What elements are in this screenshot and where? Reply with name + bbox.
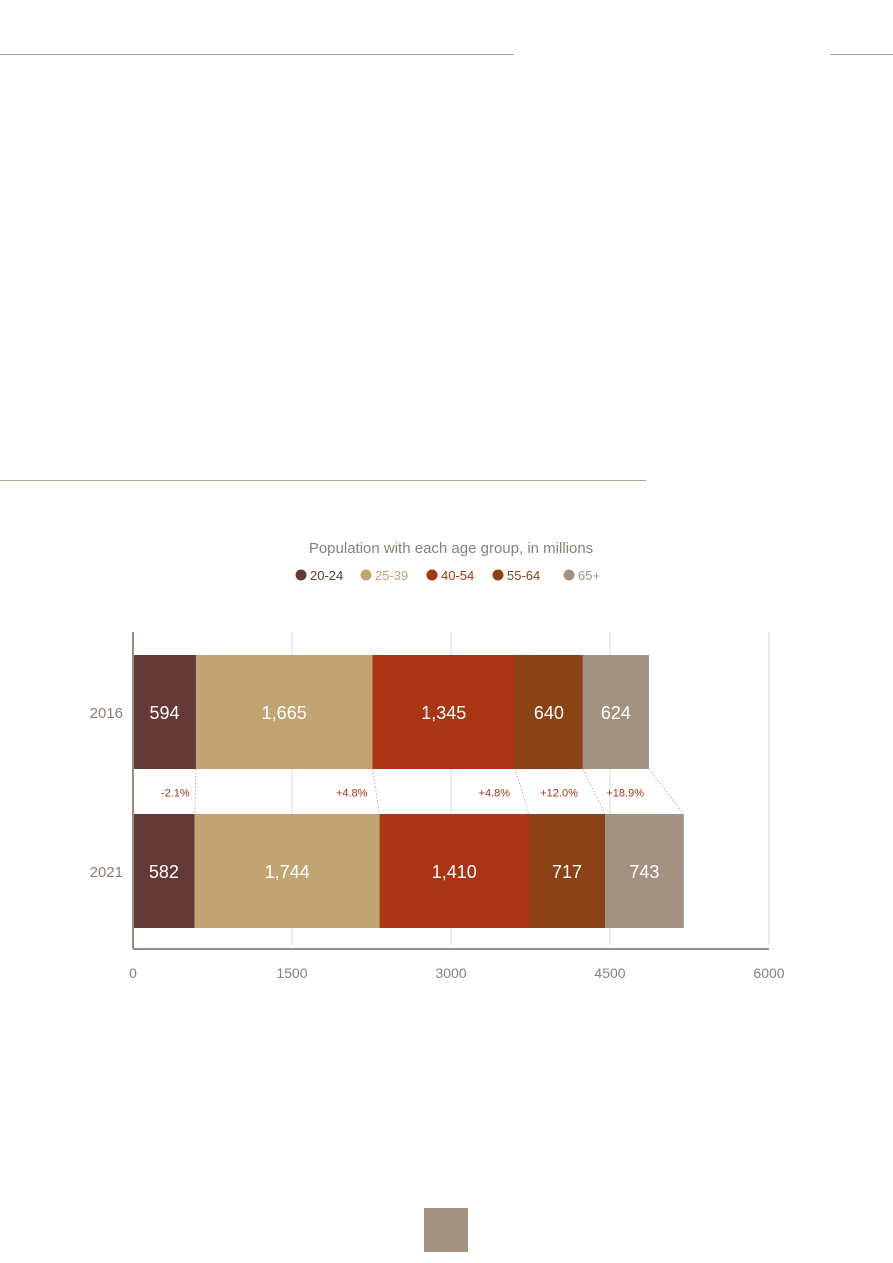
x-tick-label-6000: 6000 <box>753 965 784 981</box>
bar-2021-20-24 <box>133 814 195 928</box>
data-label-2021-40-54: 1,410 <box>432 862 477 882</box>
data-label-2021-20-24: 582 <box>149 862 179 882</box>
data-label-2016-40-54: 1,345 <box>421 703 466 723</box>
section-rule <box>0 480 646 481</box>
data-label-2016-20-24: 594 <box>149 703 179 723</box>
top-rule-left <box>0 54 514 55</box>
bar-2021-55-64 <box>529 814 606 928</box>
data-label-2016-25-39: 1,665 <box>262 703 307 723</box>
legend-swatch-1 <box>295 569 307 581</box>
connector-4 <box>582 768 606 815</box>
data-label-2016-55-64: 640 <box>534 703 564 723</box>
legend-swatch-2 <box>360 569 372 581</box>
page-number-box <box>424 1208 468 1252</box>
change-connectors: -2.1% +4.8% +4.8% +12.0% +18.9% <box>161 768 685 815</box>
change-label-3: +4.8% <box>479 788 511 800</box>
bar-2021-40-54 <box>379 814 530 928</box>
bar-2016-55-64 <box>515 655 583 769</box>
data-label-2021-25-39: 1,744 <box>265 862 310 882</box>
legend-swatch-3 <box>426 569 438 581</box>
data-label-2021-55-64: 717 <box>552 862 582 882</box>
x-tick-label-1500: 1500 <box>276 965 307 981</box>
top-rule-right <box>830 54 893 55</box>
axes: 0 1500 3000 4500 6000 <box>129 632 785 981</box>
change-label-2: +4.8% <box>336 788 368 800</box>
change-label-1: -2.1% <box>161 788 190 800</box>
x-tick-label-0: 0 <box>129 965 137 981</box>
bar-2021-65+ <box>605 814 684 928</box>
bar-2016-65+ <box>582 655 650 769</box>
y-tick-label-2021: 2021 <box>90 864 123 881</box>
legend-label-4: 55-64 <box>507 568 540 583</box>
data-label-2021-65+: 743 <box>629 862 659 882</box>
connector-2 <box>371 768 381 815</box>
bar-2016-40-54 <box>372 655 516 769</box>
bar-2016-25-39 <box>195 655 373 769</box>
connector-1 <box>194 768 197 815</box>
connector-5 <box>648 768 685 815</box>
legend-label-2: 25-39 <box>375 568 408 583</box>
chart-title: Population with each age group, in milli… <box>309 540 593 557</box>
data-label-2016-65+: 624 <box>601 703 631 723</box>
change-label-5: +18.9% <box>606 788 644 800</box>
legend-label-5: 65+ <box>578 568 600 583</box>
bar-2021-25-39 <box>194 814 380 928</box>
change-label-4: +12.0% <box>540 788 578 800</box>
bars: 2016 594 1,665 1,345 640 624 2021 582 1,744 1,410… <box>90 655 684 928</box>
stacked-bar-chart: Population with each age group, in milli… <box>90 540 785 981</box>
legend-swatch-5 <box>563 569 575 581</box>
legend-swatch-4 <box>492 569 504 581</box>
y-tick-label-2016: 2016 <box>90 705 123 722</box>
bar-2016-20-24 <box>133 655 196 769</box>
legend-label-3: 40-54 <box>441 568 474 583</box>
legend: 20-24 25-39 40-54 55-64 65+ <box>295 568 600 583</box>
legend-label-1: 20-24 <box>310 568 343 583</box>
x-tick-label-3000: 3000 <box>435 965 466 981</box>
x-tick-label-4500: 4500 <box>594 965 625 981</box>
connector-3 <box>514 768 530 815</box>
